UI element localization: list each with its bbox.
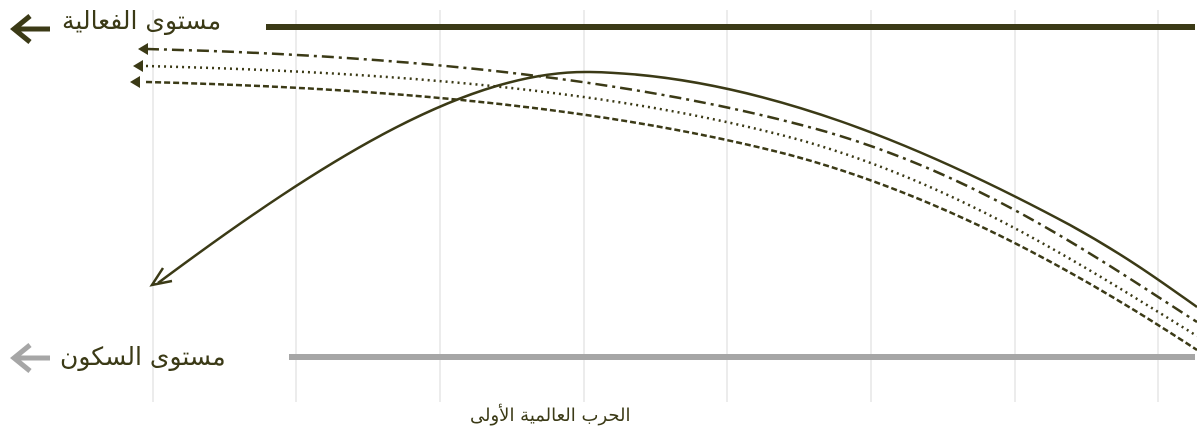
- vertical-gridlines: [152, 10, 1159, 402]
- dotted-curve: [145, 64, 1197, 338]
- dashdot-curve: [146, 47, 1197, 324]
- dashed-curve: [145, 80, 1197, 352]
- dashed-arrowhead-icon: [130, 76, 140, 88]
- stillness-arrow-icon: [10, 343, 50, 373]
- dotted-arrowhead-icon: [133, 60, 143, 72]
- main-solid-curve: [157, 70, 1197, 309]
- stillness-level-label: مستوى السكون: [60, 342, 226, 371]
- activity-level-label: مستوى الفعالية: [62, 6, 222, 35]
- dashdot-arrowhead-icon: [138, 43, 148, 55]
- period-caption: الحرب العالمية الأولى: [470, 405, 631, 426]
- activity-arrow-icon: [10, 14, 50, 44]
- solid-curve-arrowhead-icon: [149, 267, 173, 287]
